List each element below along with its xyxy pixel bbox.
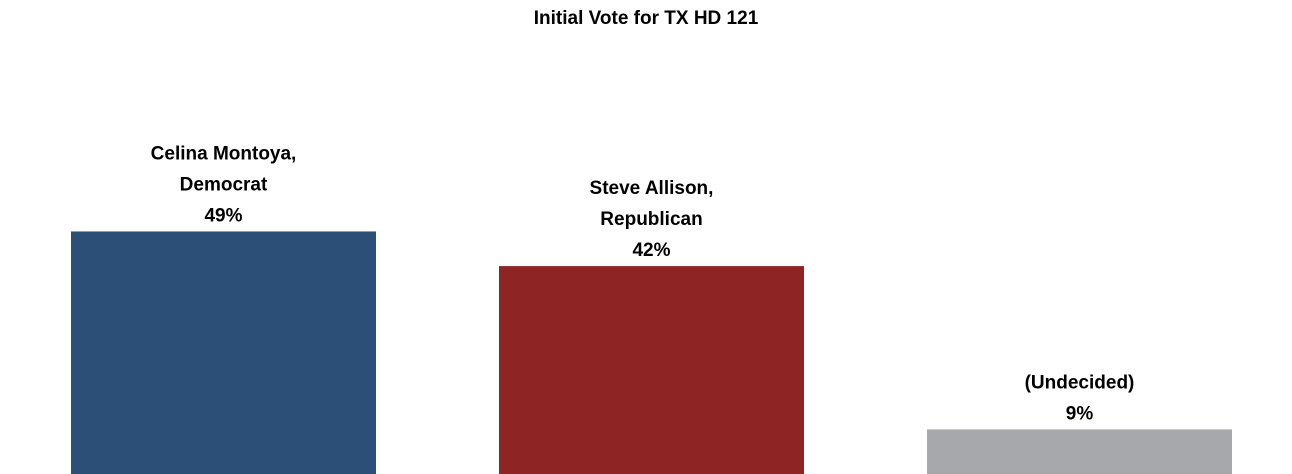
bar-2-category-line-1: Steve Allison, bbox=[590, 178, 714, 199]
bar-1-category-line-2: Democrat bbox=[180, 174, 268, 195]
bar-2 bbox=[499, 266, 804, 474]
bar-2-value-label: 42% bbox=[632, 240, 670, 261]
bar-1-value-label: 49% bbox=[204, 205, 242, 226]
chart-title: Initial Vote for TX HD 121 bbox=[533, 8, 759, 29]
bar-2-category-line-2: Republican bbox=[600, 209, 702, 230]
labels-group: Celina Montoya, Democrat 49% Steve Allison,… bbox=[151, 143, 1135, 424]
bar-3-value-label: 9% bbox=[1066, 403, 1094, 424]
bar-3-category-line-1: (Undecided) bbox=[1025, 372, 1135, 393]
bar-1 bbox=[71, 231, 376, 474]
bars-group bbox=[71, 231, 1232, 474]
bar-1-category-line-1: Celina Montoya, bbox=[151, 143, 297, 164]
bar-3 bbox=[927, 429, 1232, 474]
